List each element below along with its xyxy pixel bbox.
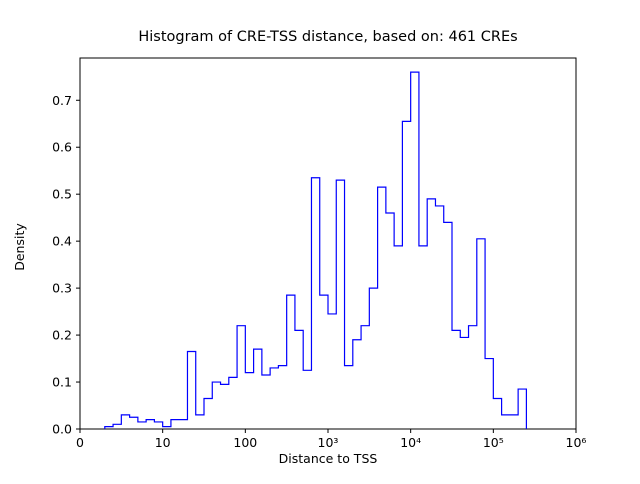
x-tick-label: 100 <box>233 435 257 450</box>
x-tick-label: 10 <box>155 435 171 450</box>
x-axis-ticks: 0 10 100 10³ 10⁴ 10⁵ 10⁶ <box>76 429 586 450</box>
y-tick-label: 0.6 <box>52 140 72 155</box>
x-tick-label: 10³ <box>318 435 339 450</box>
x-tick-label: 10⁵ <box>483 435 504 450</box>
x-tick-label: 10⁴ <box>400 435 421 450</box>
y-tick-label: 0.5 <box>52 187 72 202</box>
y-tick-label: 0.3 <box>52 281 72 296</box>
chart-title: Histogram of CRE-TSS distance, based on:… <box>138 29 517 45</box>
y-tick-label: 0.0 <box>52 422 72 437</box>
y-axis-label: Density <box>12 223 27 271</box>
x-tick-label: 10⁶ <box>566 435 587 450</box>
y-tick-label: 0.7 <box>52 93 72 108</box>
x-tick-label: 0 <box>76 435 84 450</box>
plot-frame <box>79 57 577 430</box>
y-tick-label: 0.1 <box>52 375 72 390</box>
y-tick-label: 0.4 <box>52 234 72 249</box>
y-axis-ticks: 0.0 0.1 0.2 0.3 0.4 0.5 0.6 0.7 <box>52 93 80 437</box>
y-tick-label: 0.2 <box>52 328 72 343</box>
histogram-path <box>104 71 527 429</box>
x-axis-label: Distance to TSS <box>279 451 378 466</box>
